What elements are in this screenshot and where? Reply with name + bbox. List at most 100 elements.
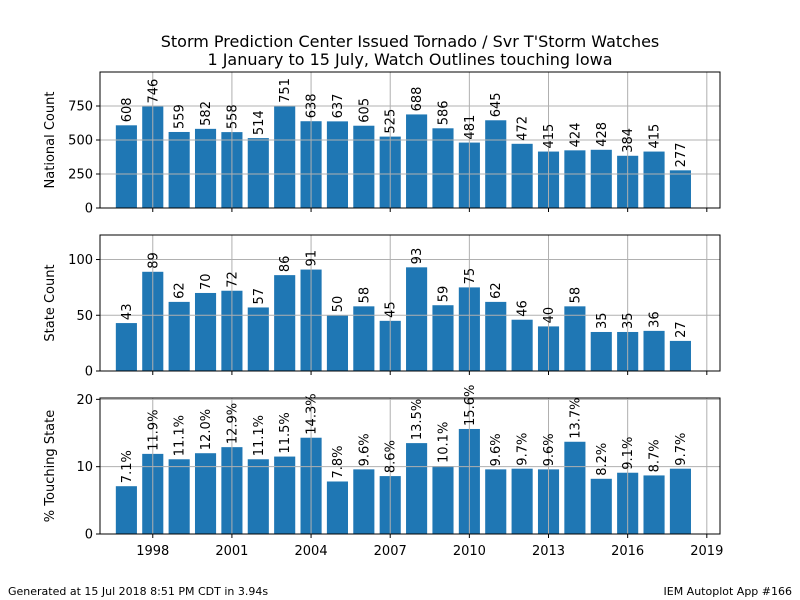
bar-label-2004: 14.3% — [305, 393, 320, 434]
bar-label-1999: 11.1% — [173, 415, 188, 456]
bar-2012 — [511, 143, 533, 208]
bar-2018 — [669, 340, 691, 371]
bar-2017 — [643, 330, 665, 371]
bar-2015 — [590, 331, 612, 371]
bar-label-2003: 86 — [278, 256, 293, 273]
bar-label-2016: 35 — [621, 312, 636, 329]
bar-label-1998: 746 — [146, 79, 161, 104]
y-tick-label: 0 — [85, 528, 93, 543]
bar-2002 — [247, 459, 269, 534]
bar-label-2015: 428 — [595, 122, 610, 147]
bar-label-2011: 9.6% — [489, 433, 504, 466]
bar-label-2011: 62 — [489, 282, 504, 299]
bar-label-2000: 70 — [199, 273, 214, 290]
bar-1999 — [168, 301, 190, 371]
bar-label-2013: 9.6% — [542, 433, 557, 466]
bar-label-1997: 7.1% — [120, 450, 135, 483]
chart-title-line2: 1 January to 15 July, Watch Outlines tou… — [207, 50, 612, 69]
bar-2015 — [590, 149, 612, 208]
bar-2003 — [274, 105, 296, 208]
bar-label-2017: 415 — [648, 124, 663, 149]
axes-frame — [99, 234, 721, 372]
chart-panels: 608 746 559 582 558 514 751 638 637 605 525 688 586 4… — [43, 71, 723, 559]
bar-label-2004: 638 — [305, 93, 320, 118]
bar-2009 — [432, 466, 454, 534]
bar-label-2007: 525 — [384, 109, 399, 134]
bar-label-2006: 58 — [357, 287, 372, 304]
bar-label-2016: 384 — [621, 128, 636, 153]
bar-label-1999: 62 — [173, 282, 188, 299]
bar-label-2001: 558 — [225, 104, 240, 129]
bar-label-1998: 11.9% — [146, 410, 161, 451]
panel-2: 43 89 62 70 72 57 86 91 50 58 45 93 59 75 62 46 40 58 35 35… — [43, 234, 721, 380]
bar-label-2008: 688 — [410, 87, 425, 112]
bar-2000 — [194, 128, 217, 208]
bar-label-2009: 586 — [436, 100, 451, 125]
x-tick-label: 2007 — [374, 544, 407, 559]
bar-label-2014: 58 — [568, 287, 583, 304]
bar-label-2001: 12.9% — [225, 403, 240, 444]
panel-1: 608 746 559 582 558 514 751 638 637 605 525 688 586 4… — [43, 71, 721, 217]
bar-2011 — [485, 469, 507, 534]
bar-2012 — [511, 468, 533, 534]
y-axis-label: % Touching State — [43, 410, 58, 522]
bar-label-2003: 11.5% — [278, 412, 293, 453]
bar-label-2002: 11.1% — [252, 415, 267, 456]
x-tick-label: 2013 — [532, 544, 565, 559]
bar-2005 — [326, 121, 348, 208]
bar-2002 — [247, 307, 269, 371]
x-tick-label: 2004 — [295, 544, 328, 559]
bar-label-2005: 7.8% — [331, 445, 346, 478]
bar-label-2000: 12.0% — [199, 409, 214, 450]
bar-label-2007: 8.6% — [384, 440, 399, 473]
bar-label-2008: 13.5% — [410, 399, 425, 440]
y-tick-label: 750 — [68, 100, 93, 115]
y-axis-label: State Count — [43, 264, 58, 341]
bar-label-2018: 277 — [674, 143, 689, 168]
bar-label-2015: 8.2% — [595, 443, 610, 476]
bar-2006 — [353, 306, 375, 371]
bar-label-2005: 637 — [331, 94, 346, 119]
bar-label-1999: 559 — [173, 104, 188, 129]
bar-2009 — [432, 305, 454, 371]
bar-label-2000: 582 — [199, 101, 214, 126]
chart-title-line1: Storm Prediction Center Issued Tornado /… — [161, 32, 660, 51]
bar-label-2009: 10.1% — [436, 422, 451, 463]
y-tick-label: 0 — [85, 365, 93, 380]
bar-label-2003: 751 — [278, 78, 293, 103]
x-tick-label: 2010 — [453, 544, 486, 559]
bar-2006 — [353, 469, 375, 534]
bar-2011 — [485, 120, 507, 208]
bar-label-1997: 608 — [120, 97, 135, 122]
bar-label-2010: 481 — [463, 115, 478, 140]
x-tick-label: 2016 — [611, 544, 644, 559]
bar-2012 — [511, 319, 533, 371]
bar-label-2002: 514 — [252, 110, 267, 135]
y-tick-label: 0 — [85, 202, 93, 217]
bar-2014 — [564, 306, 586, 371]
bar-label-2017: 8.7% — [648, 439, 663, 472]
bar-2005 — [326, 481, 348, 534]
bar-label-2014: 424 — [568, 123, 583, 148]
y-tick-label: 250 — [68, 168, 93, 183]
bar-2000 — [194, 292, 217, 371]
y-tick-label: 100 — [68, 253, 93, 268]
axes-frame — [99, 397, 721, 535]
bar-1997 — [115, 125, 137, 208]
bar-label-2006: 9.6% — [357, 433, 372, 466]
panel-3: 7.1% 11.9% 11.1% 12.0% 12.9% 11.1% 11.5% 14.3% 7… — [43, 385, 723, 559]
bar-label-2007: 45 — [384, 301, 399, 318]
bar-label-2008: 93 — [410, 248, 425, 265]
y-tick-label: 20 — [76, 393, 93, 408]
bar-2011 — [485, 301, 507, 371]
bar-label-2009: 59 — [436, 286, 451, 303]
bar-1999 — [168, 131, 190, 208]
bar-2014 — [564, 150, 586, 208]
bar-label-2006: 605 — [357, 98, 372, 123]
x-tick-label: 2001 — [215, 544, 248, 559]
bar-label-2018: 27 — [674, 321, 689, 338]
bar-2008 — [406, 443, 428, 534]
bar-label-2001: 72 — [225, 271, 240, 288]
bar-2003 — [274, 275, 296, 371]
